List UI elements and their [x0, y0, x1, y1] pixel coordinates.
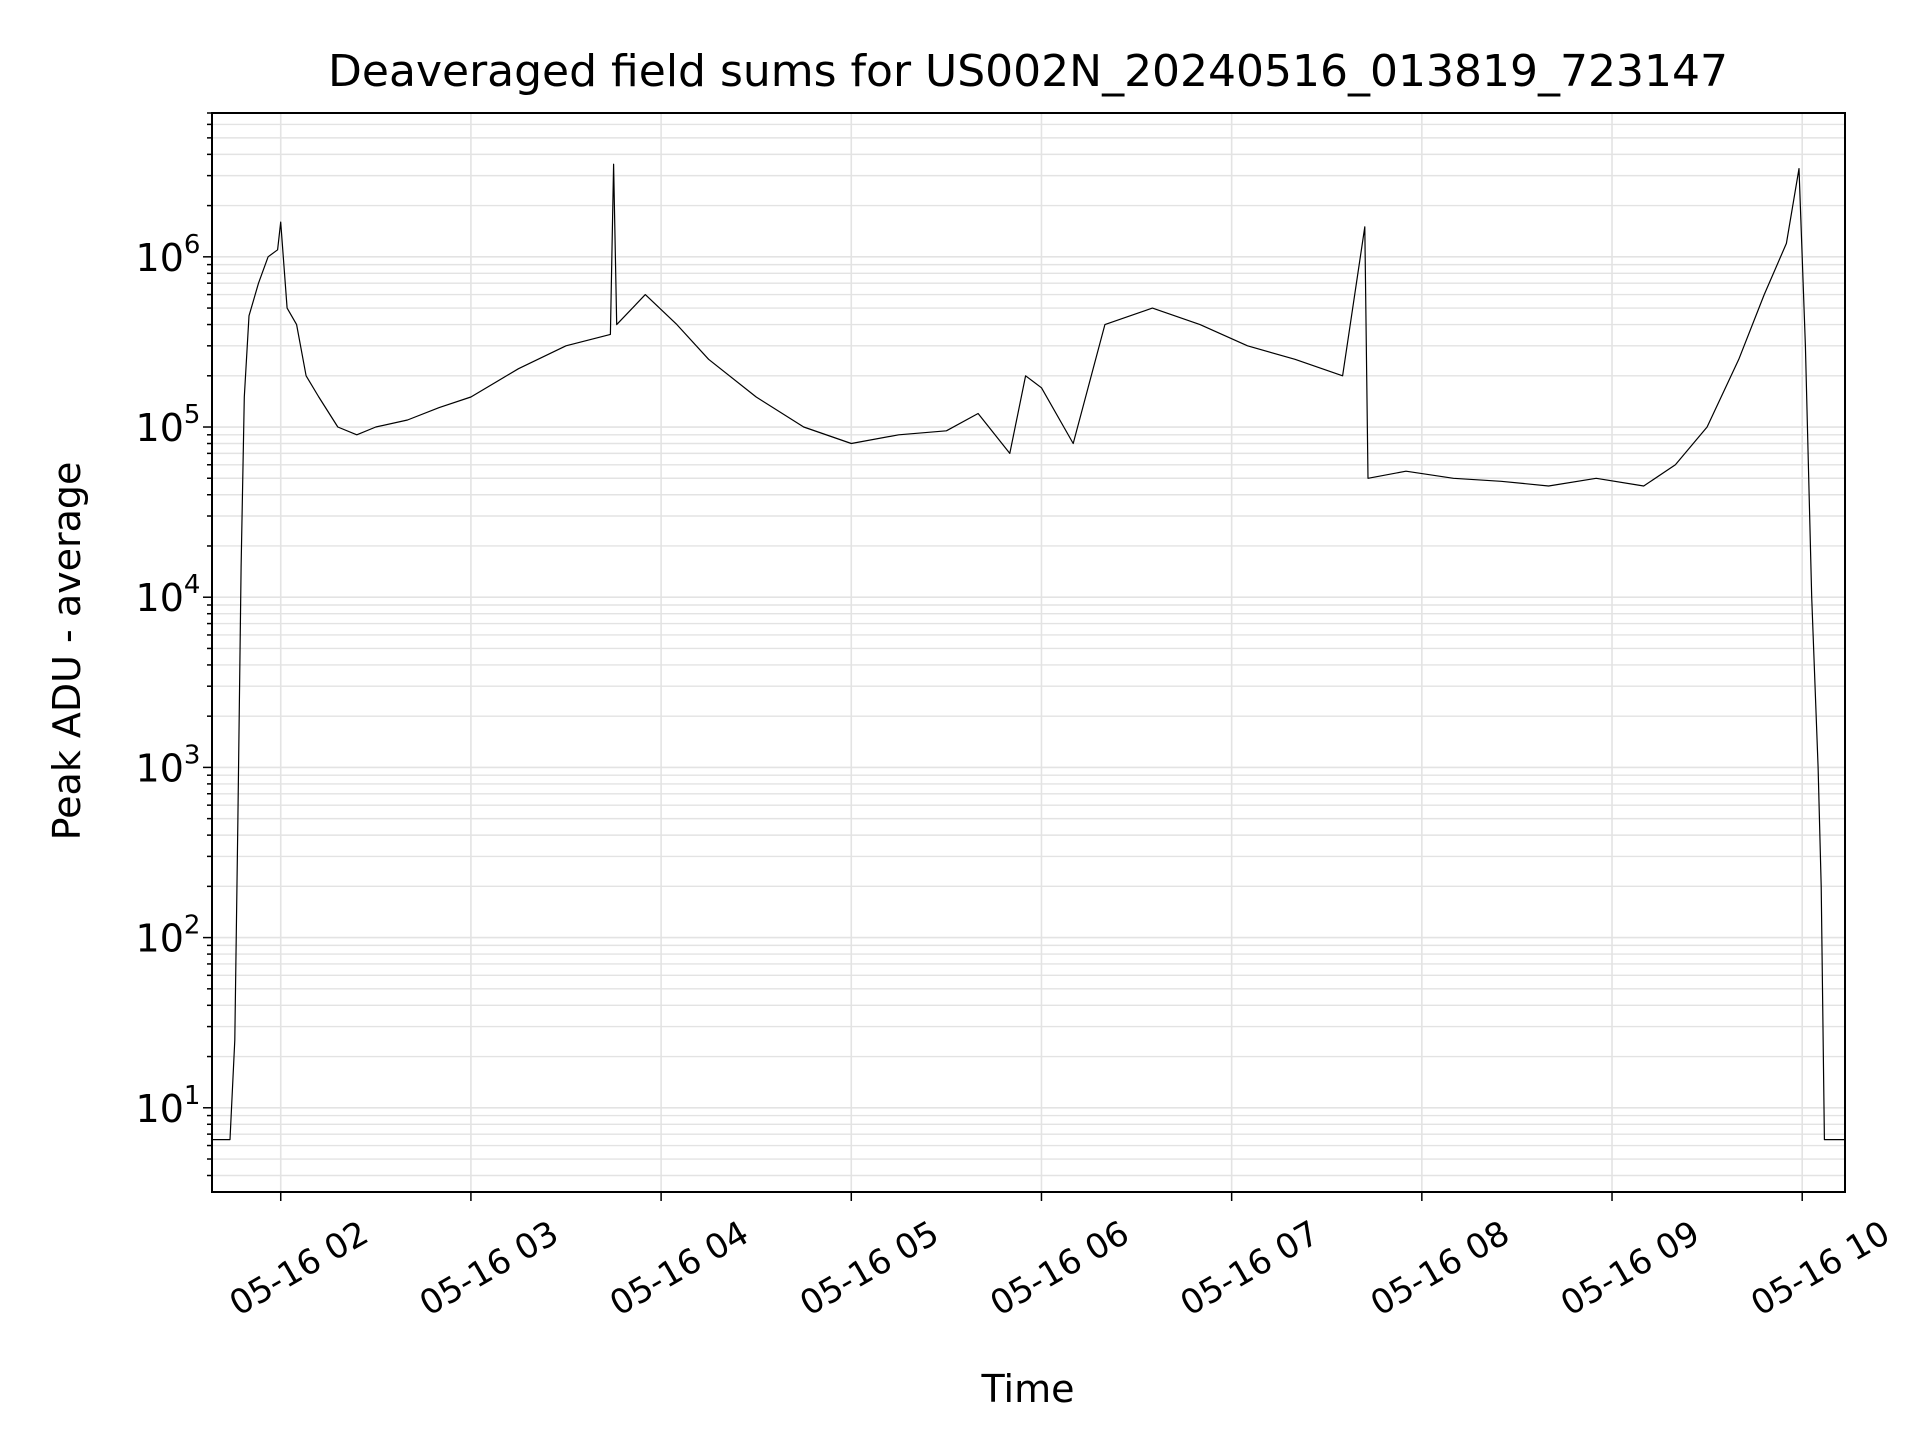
y-axis-label: Peak ADU - average	[45, 462, 89, 841]
series-line-0	[212, 163, 1845, 1141]
series-layer	[212, 163, 1845, 1141]
y-tick-label: 103	[136, 740, 201, 790]
x-tick-label: 05-16 04	[603, 1213, 755, 1324]
y-tick-label: 101	[136, 1081, 201, 1131]
y-axis: 101 102 103 104 105 106	[136, 112, 212, 1177]
y-tick-label: 106	[136, 230, 201, 280]
x-tick-label: 05-16 05	[793, 1213, 945, 1324]
y-tick-label: 102	[136, 911, 201, 961]
y-tick-label: 104	[136, 570, 201, 620]
x-tick-label: 05-16 08	[1364, 1213, 1516, 1324]
x-tick-label: 05-16 06	[984, 1213, 1136, 1324]
x-axis: 05-16 02 05-16 03 05-16 04 05-16 05 05-16 06…	[223, 1192, 1897, 1324]
y-tick-label: 105	[136, 400, 201, 450]
x-tick-label: 05-16 10	[1744, 1213, 1896, 1324]
x-axis-label: Time	[981, 1367, 1075, 1411]
chart-title: Deaveraged field sums for US002N_2024051…	[328, 46, 1728, 97]
x-tick-label: 05-16 07	[1174, 1213, 1326, 1324]
plot-frame	[211, 112, 1846, 1193]
x-tick-label: 05-16 03	[413, 1213, 565, 1324]
x-tick-label: 05-16 09	[1554, 1213, 1706, 1324]
x-tick-label: 05-16 02	[223, 1213, 375, 1324]
grid	[212, 112, 1845, 1192]
